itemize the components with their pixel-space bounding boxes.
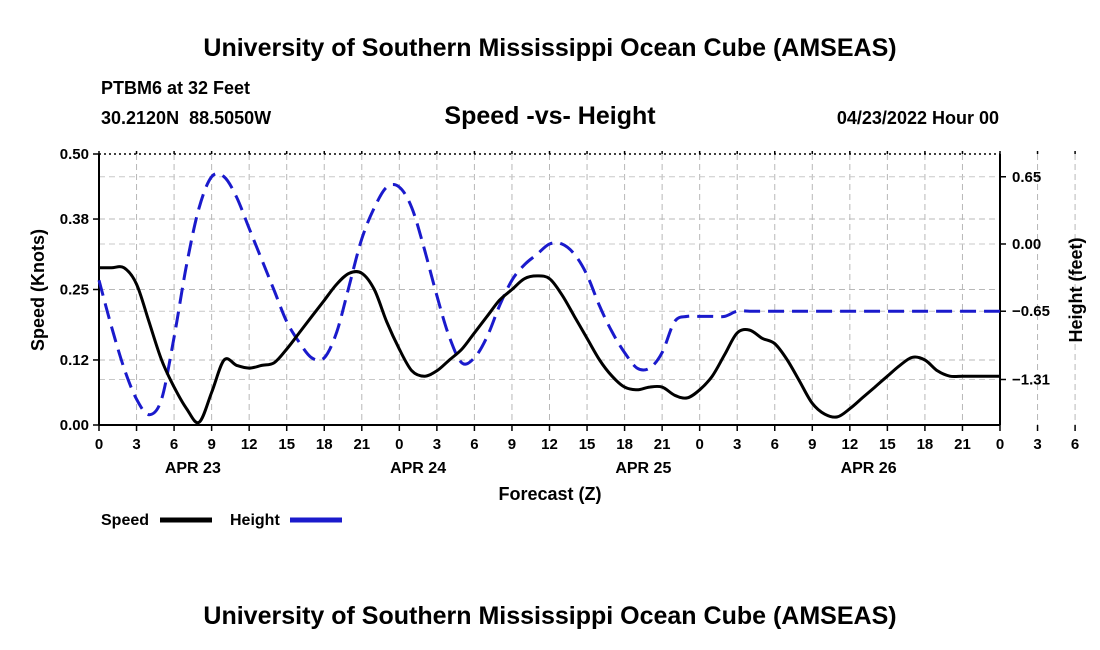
y2-tick-label: −0.65	[1012, 303, 1050, 320]
x-tick-label: 21	[954, 436, 971, 453]
x-tick-label: 6	[470, 436, 478, 453]
x-tick-label: 15	[278, 436, 295, 453]
date-label: APR 25	[615, 460, 671, 477]
y-tick-label: 0.12	[60, 352, 89, 369]
footer-title: University of Southern Mississippi Ocean…	[203, 602, 896, 630]
x-tick-label: 0	[996, 436, 1004, 453]
x-tick-label: 12	[241, 436, 258, 453]
page-title: University of Southern Mississippi Ocean…	[203, 34, 896, 62]
x-tick-label: 15	[879, 436, 896, 453]
date-label: APR 26	[841, 460, 897, 477]
series-line-speed	[99, 265, 1000, 425]
date-label: APR 24	[390, 460, 446, 477]
y-tick-label: 0.00	[60, 417, 89, 434]
x-tick-label: 3	[1033, 436, 1041, 453]
y2-axis-label: Height (feet)	[1066, 238, 1086, 343]
x-tick-label: 21	[654, 436, 671, 453]
x-tick-label: 6	[1071, 436, 1079, 453]
x-axis-label: Forecast (Z)	[498, 484, 601, 504]
tick-labels: 0369121518210369121518210369121518210369…	[60, 146, 1079, 477]
x-tick-label: 18	[917, 436, 934, 453]
y-axis-label: Speed (Knots)	[28, 229, 48, 351]
grid-lines	[99, 154, 1076, 425]
y2-tick-label: 0.65	[1012, 169, 1041, 186]
y2-tick-label: −1.31	[1012, 371, 1050, 388]
axes	[93, 151, 1076, 431]
x-tick-label: 0	[695, 436, 703, 453]
x-tick-label: 9	[207, 436, 215, 453]
run-time: 04/23/2022 Hour 00	[837, 108, 999, 128]
x-tick-label: 3	[733, 436, 741, 453]
y-tick-label: 0.25	[60, 282, 89, 299]
x-tick-label: 9	[508, 436, 516, 453]
x-tick-label: 9	[808, 436, 816, 453]
series-layer	[97, 172, 1000, 425]
x-tick-label: 12	[841, 436, 858, 453]
x-tick-label: 18	[616, 436, 633, 453]
x-tick-label: 18	[316, 436, 333, 453]
x-tick-label: 3	[433, 436, 441, 453]
y-tick-label: 0.38	[60, 211, 89, 228]
x-tick-label: 3	[132, 436, 140, 453]
x-tick-label: 21	[353, 436, 370, 453]
y-tick-label: 0.50	[60, 146, 89, 163]
legend-label-height: Height	[230, 512, 280, 529]
station-coords: 30.2120N 88.5050W	[101, 108, 271, 128]
x-tick-label: 15	[579, 436, 596, 453]
legend: Speed Height	[101, 512, 342, 529]
x-tick-label: 6	[771, 436, 779, 453]
x-tick-label: 0	[95, 436, 103, 453]
x-tick-label: 6	[170, 436, 178, 453]
station-name: PTBM6 at 32 Feet	[101, 78, 250, 98]
x-tick-label: 0	[395, 436, 403, 453]
series-line-height	[97, 172, 1000, 417]
y2-tick-label: 0.00	[1012, 236, 1041, 253]
x-tick-label: 12	[541, 436, 558, 453]
date-label: APR 23	[165, 460, 221, 477]
legend-label-speed: Speed	[101, 512, 149, 529]
chart-title: Speed -vs- Height	[444, 102, 656, 130]
